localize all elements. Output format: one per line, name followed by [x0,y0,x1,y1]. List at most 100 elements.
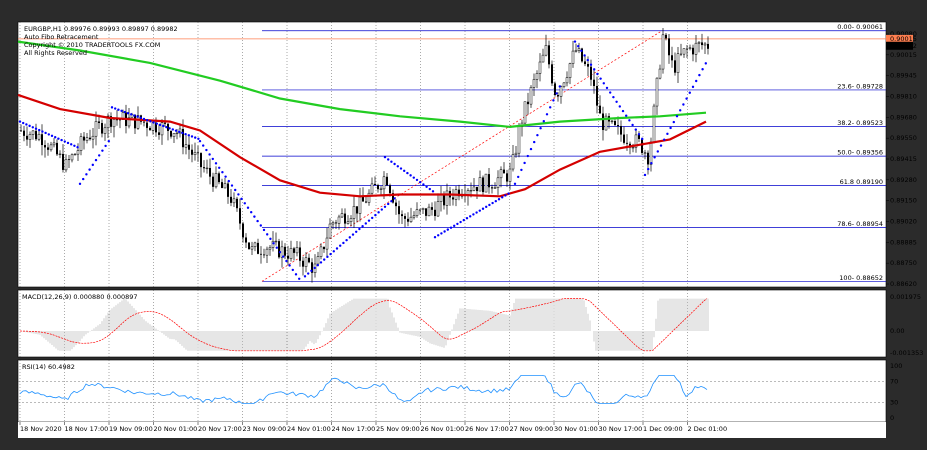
candle-body [469,189,473,192]
candle-body [703,43,707,46]
fibo-level-label: 38.2- 0.89523 [837,119,883,127]
sar-dot [621,109,625,113]
sar-dot [142,117,146,121]
candle-body [614,120,616,125]
candle-body [661,34,665,70]
sar-dot [76,146,79,149]
sar-dot [403,169,406,173]
time-axis-strip [18,422,886,438]
sar-dot [478,209,481,212]
price-axis-label: 0.89550 [890,134,917,142]
candle-body [112,119,116,128]
rights-text: All Rights Reserved [24,49,87,57]
sar-dot [653,156,656,159]
sar-dot [631,123,634,127]
sar-dot [431,190,435,193]
sar-dot [679,109,682,112]
price-axis-label: 0.88620 [890,280,917,288]
sar-dot [641,137,644,141]
price-axis-label: 0.88750 [890,259,917,267]
macd-indicator [19,298,709,352]
candle-body [431,207,433,210]
sar-dot [387,202,390,206]
sar-dot [70,143,73,146]
sar-dot [383,155,387,159]
sar-dot [202,144,205,147]
candle-body [671,55,673,61]
candle-body [427,206,431,217]
sar-dot [22,121,25,125]
sar-dot [428,187,431,191]
candle-body [257,242,259,254]
candle-body [562,82,566,87]
candle-body [337,216,341,224]
candle-body [701,42,703,46]
sar-dot [637,133,641,136]
rsi-indicator [18,375,886,404]
candle-body [559,86,563,97]
sar-dot [701,68,704,71]
sar-dot [465,217,469,220]
candle-body [212,176,214,187]
candle-body [692,47,694,55]
sar-dot [78,182,82,186]
candle-body [76,150,80,155]
candle-body [386,176,388,186]
price-axis-label: 0.89680 [890,113,917,121]
candle-body [119,119,121,121]
sar-dot [269,237,272,241]
sar-dot [149,120,152,123]
candle-body [85,137,89,141]
sar-dot [323,258,326,261]
candle-body [517,126,521,154]
candle-body [682,48,686,55]
sar-dot [415,178,419,182]
sar-dot [110,106,114,109]
sar-dot [18,120,22,123]
sar-dot [393,162,396,166]
sar-dot [586,58,589,62]
sar-dot [162,124,165,128]
candle-body [676,53,680,73]
sar-dot [66,141,70,145]
candle-body [175,132,179,135]
rsi-line [19,375,708,404]
candle-body [319,246,323,257]
price-axis-label: 0.90015 [890,51,917,59]
time-axis-label: 2 Dec 01:00 [688,425,728,433]
fibo-retracement[interactable]: 0.00- 0.90061 23.6- 0.89728 38.2- 0.89523 5… [18,23,886,282]
sar-dot [669,126,672,130]
sar-dot [262,228,266,232]
candle-body [328,223,332,239]
bid-price-label: 0.89982 [890,42,917,50]
sar-dot [253,215,256,218]
macd-pane[interactable] [17,289,887,358]
candle-body [260,253,262,255]
sar-dot [133,114,136,117]
sar-dot [390,160,393,163]
price-axis-label: 0.89020 [890,218,917,226]
sar-dot [573,40,577,43]
indicator-name: Auto Fibo Retracement [24,33,99,41]
sar-dot [558,85,561,88]
sar-dot [63,140,66,143]
fibo-level-label: 23.6- 0.89728 [837,82,883,90]
sar-dot [456,222,459,226]
time-axis-label: 18 Nov 2020 [20,425,62,433]
candle-body [527,101,529,105]
time-axis-label: 27 Nov 09:00 [510,425,554,433]
sar-dot [34,127,38,130]
candle-body [680,53,682,55]
candle-body [205,167,209,170]
candle-body [356,206,358,214]
sar-dot [54,136,57,139]
sar-dot [377,211,380,214]
time-axis-label: 20 Nov 01:00 [154,425,198,433]
sar-dot [625,114,628,117]
candle-body [223,183,227,189]
rsi-pane[interactable] [17,359,887,423]
sar-dot [650,162,653,165]
time-axis-label: 25 Nov 09:00 [376,425,420,433]
candle-body [593,79,595,86]
